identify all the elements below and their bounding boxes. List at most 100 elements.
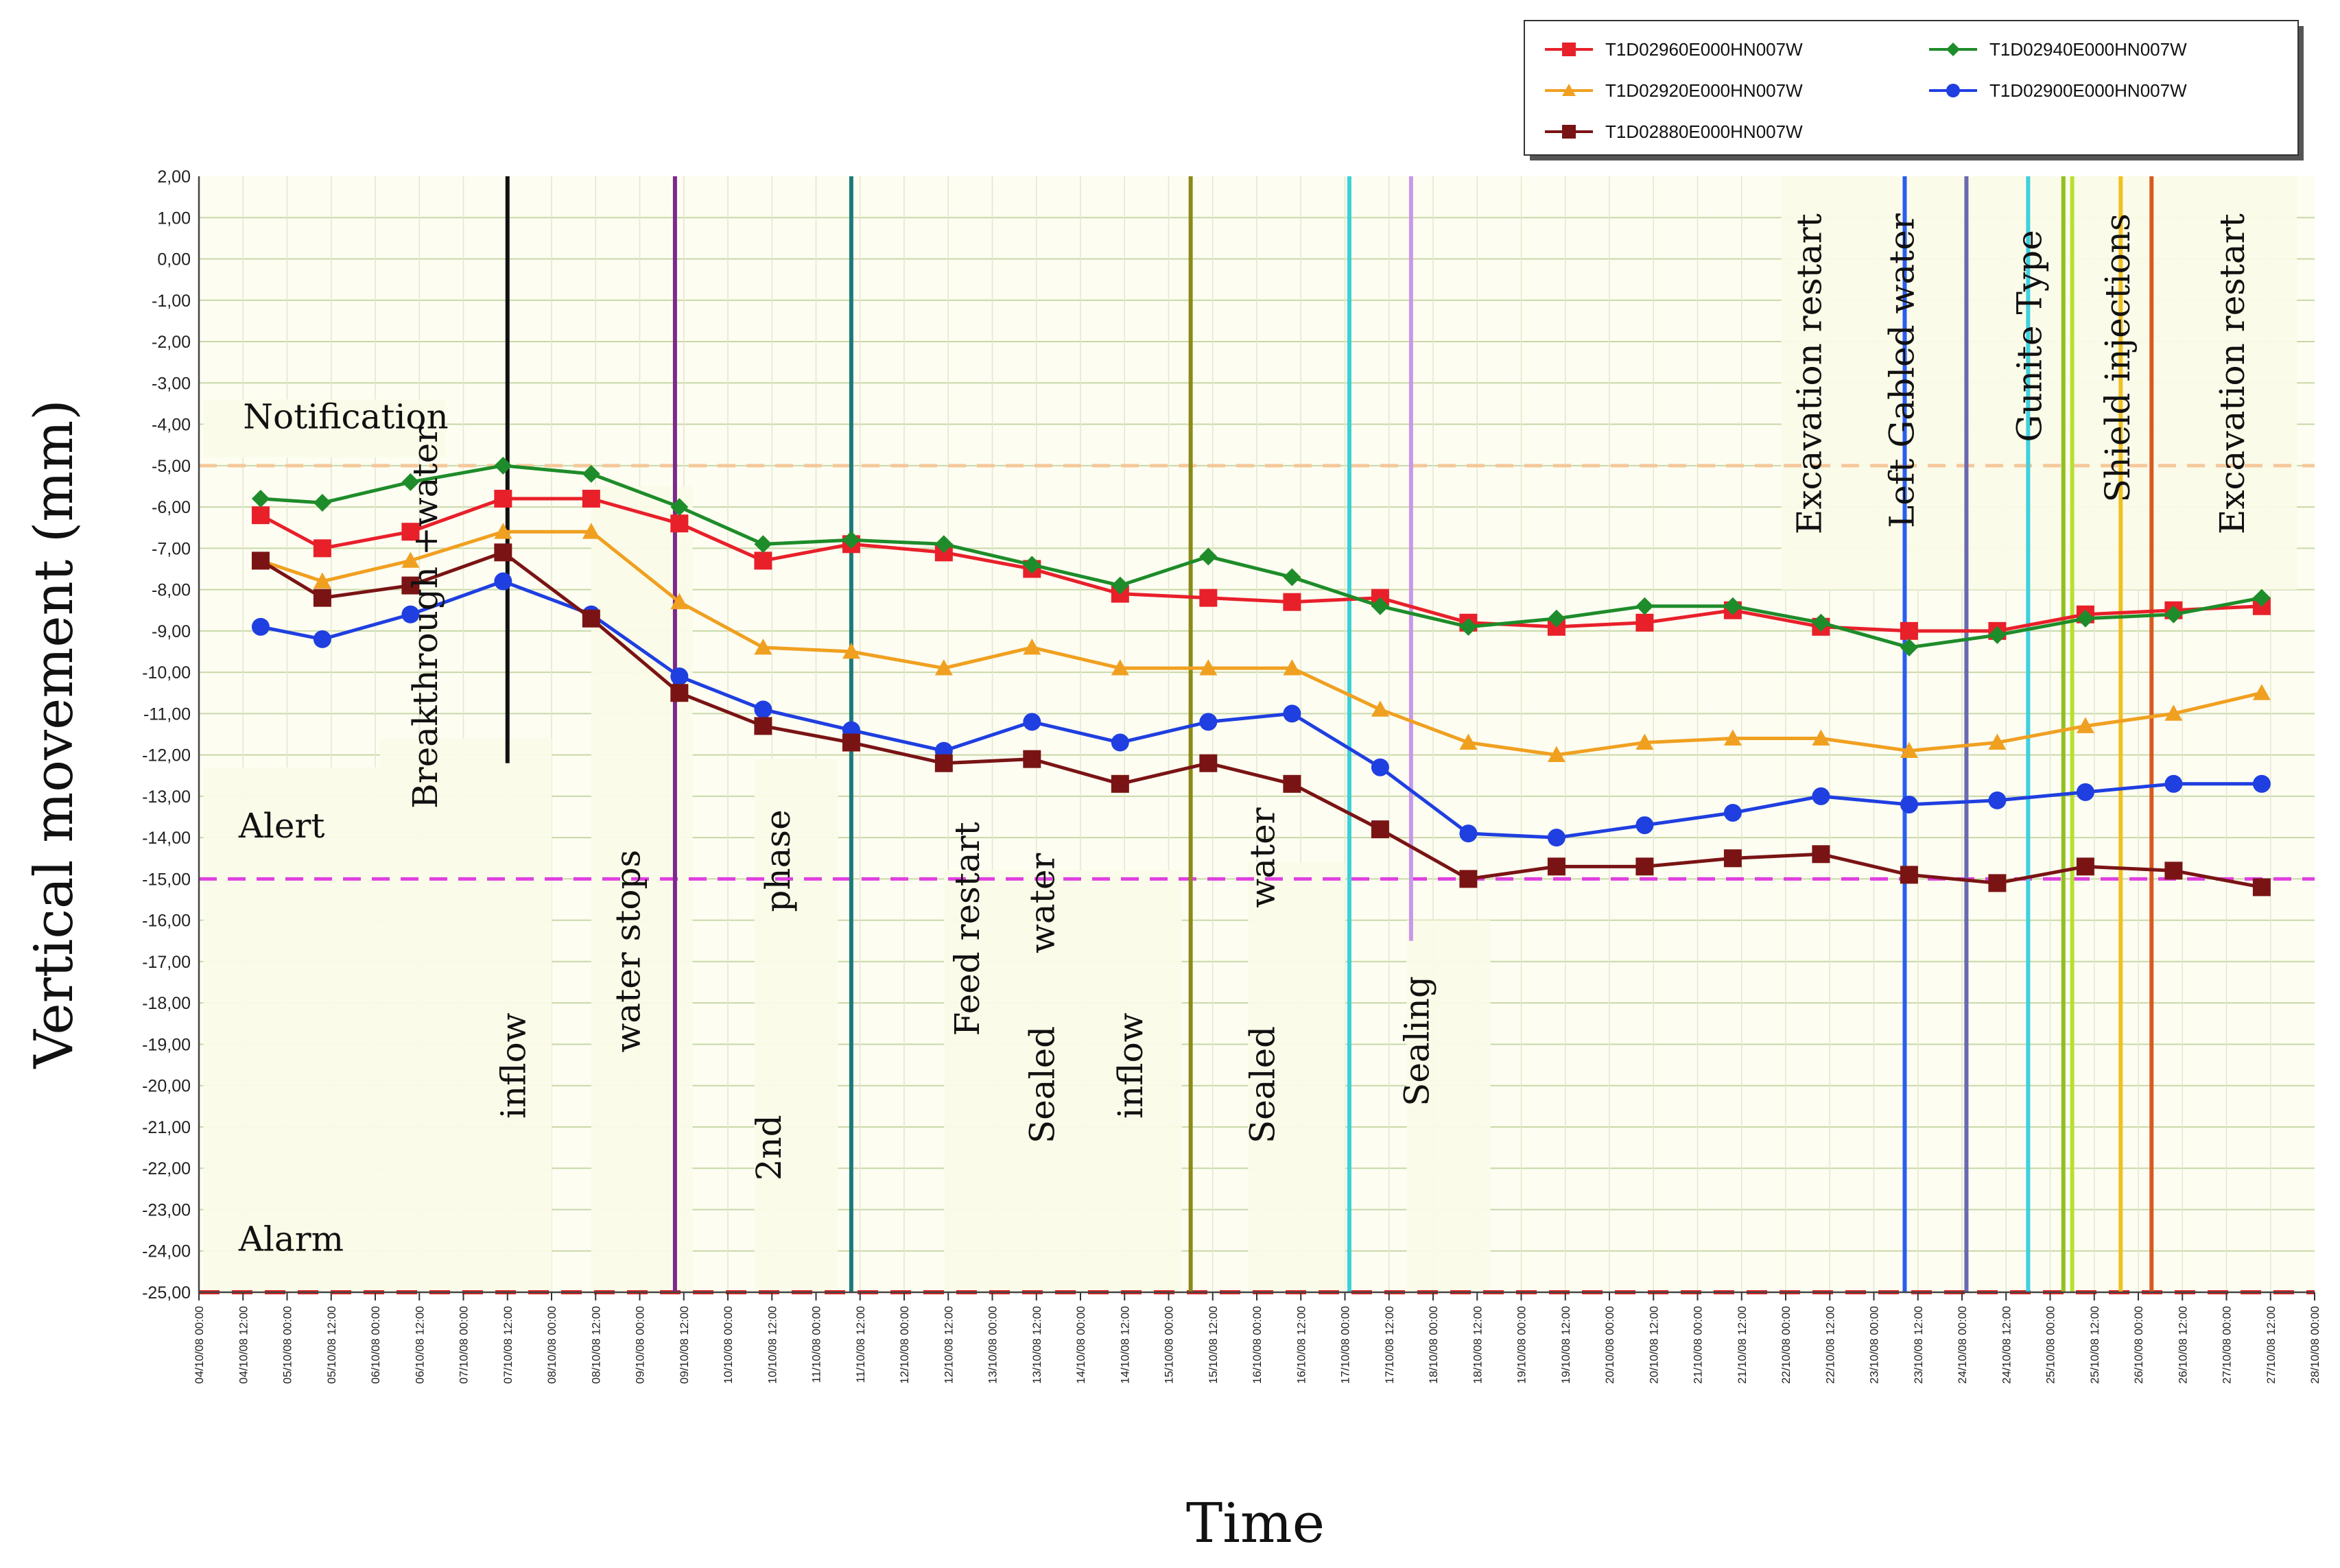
legend-item: T1D02880E000HN007W xyxy=(1545,121,1803,142)
x-tick-label: 09/10/08 12:00 xyxy=(678,1306,691,1383)
x-tick-label: 05/10/08 12:00 xyxy=(325,1306,338,1383)
data-point xyxy=(1199,589,1218,607)
data-point xyxy=(1723,597,1742,615)
annotation-label: Feed restart xyxy=(947,822,987,1036)
data-point xyxy=(1111,774,1129,793)
data-point xyxy=(582,490,600,508)
y-tick-label: -4,00 xyxy=(152,416,191,435)
data-point xyxy=(1988,874,2007,892)
data-point xyxy=(313,572,331,589)
legend-label: T1D02960E000HN007W xyxy=(1605,39,1803,60)
x-tick-label: 14/10/08 12:00 xyxy=(1118,1306,1131,1383)
data-point xyxy=(1635,733,1654,750)
x-axis-title: Time xyxy=(1186,1491,1325,1555)
event-lines xyxy=(505,176,2154,1292)
data-point xyxy=(401,523,420,541)
x-tick-label: 13/10/08 12:00 xyxy=(1030,1306,1043,1383)
y-tick-label: -12,00 xyxy=(142,746,191,765)
data-point xyxy=(1023,713,1041,731)
x-tick-label: 18/10/08 12:00 xyxy=(1471,1306,1484,1383)
x-tick-label: 17/10/08 00:00 xyxy=(1339,1306,1352,1383)
annotations: Notification Alert Alarm Breakthrough +wate… xyxy=(238,213,2252,1259)
annotation-box xyxy=(379,738,552,1292)
y-tick-label: -6,00 xyxy=(152,498,191,517)
y-tick-label: 1,00 xyxy=(157,209,191,228)
annotation-label: Sealing xyxy=(1397,976,1437,1106)
data-point xyxy=(842,733,860,752)
data-point xyxy=(494,490,512,508)
data-point xyxy=(1723,849,1742,868)
x-tick-label: 10/10/08 12:00 xyxy=(766,1306,779,1383)
x-tick-label: 18/10/08 00:00 xyxy=(1427,1306,1440,1383)
x-tick-label: 17/10/08 12:00 xyxy=(1383,1306,1396,1383)
data-point xyxy=(1900,866,1918,884)
data-point xyxy=(1635,613,1654,632)
x-tick-label: 26/10/08 00:00 xyxy=(2132,1306,2145,1383)
x-tick-label: 11/10/08 00:00 xyxy=(810,1306,823,1383)
x-tick-label: 26/10/08 12:00 xyxy=(2176,1306,2189,1383)
x-tick-label: 12/10/08 12:00 xyxy=(942,1306,955,1383)
annotation-label: water stops xyxy=(608,850,648,1053)
data-point xyxy=(754,551,772,570)
data-point xyxy=(1459,870,1478,888)
y-tick-label: -10,00 xyxy=(142,663,191,682)
data-point xyxy=(934,754,953,772)
data-point xyxy=(401,605,420,623)
y-tick-label: -8,00 xyxy=(152,581,191,600)
x-tick-label: 13/10/08 00:00 xyxy=(986,1306,1000,1383)
data-point xyxy=(582,609,600,628)
y-tick-label: -15,00 xyxy=(142,870,191,889)
data-point xyxy=(1459,617,1478,636)
data-point xyxy=(754,700,772,719)
legend: T1D02960E000HN007W T1D02940E000HN007W T1D0… xyxy=(1524,20,2304,161)
data-point xyxy=(1459,824,1478,843)
x-tick-label: 20/10/08 00:00 xyxy=(1603,1306,1616,1383)
annotation-label: Gunite Type xyxy=(2010,230,2050,442)
data-point xyxy=(582,464,600,483)
legend-label: T1D02880E000HN007W xyxy=(1605,121,1803,142)
x-tick-label: 15/10/08 12:00 xyxy=(1207,1306,1220,1383)
y-tick-label: -17,00 xyxy=(142,953,191,972)
annotation-label: Sealed xyxy=(1022,1026,1062,1143)
data-point xyxy=(2076,717,2094,733)
data-point xyxy=(2076,609,2094,628)
data-point xyxy=(313,494,331,512)
data-point xyxy=(494,572,512,591)
data-point xyxy=(1946,43,1960,56)
x-tick-label: 24/10/08 12:00 xyxy=(2000,1306,2013,1383)
data-point xyxy=(934,659,953,676)
y-tick-label: -7,00 xyxy=(152,539,191,558)
data-point xyxy=(251,490,270,508)
data-point xyxy=(1812,613,1830,632)
data-point xyxy=(494,523,512,539)
annotation-label: Alert xyxy=(238,806,325,846)
series-line xyxy=(260,464,2262,650)
legend-item: T1D02900E000HN007W xyxy=(1929,80,2187,101)
x-tick-label: 14/10/08 00:00 xyxy=(1074,1306,1087,1383)
data-point xyxy=(842,531,860,549)
legend-box xyxy=(1524,20,2299,156)
legend-item: T1D02960E000HN007W xyxy=(1545,39,1803,60)
data-point xyxy=(1371,700,1389,717)
data-point xyxy=(494,543,512,562)
y-tick-label: 0,00 xyxy=(157,250,191,270)
data-point xyxy=(1199,659,1218,676)
data-point xyxy=(1635,816,1654,835)
data-point xyxy=(670,593,689,610)
annotation-label: Excavation restart xyxy=(2212,213,2252,534)
legend-label: T1D02900E000HN007W xyxy=(1989,80,2187,101)
y-tick-label: -18,00 xyxy=(142,994,191,1013)
x-tick-label: 22/10/08 12:00 xyxy=(1823,1306,1836,1383)
data-point xyxy=(842,642,860,659)
data-point xyxy=(2252,774,2271,793)
data-point xyxy=(1946,84,1960,97)
x-tick-label: 09/10/08 00:00 xyxy=(634,1306,647,1383)
data-point xyxy=(1111,576,1129,595)
data-point xyxy=(401,473,420,491)
data-point xyxy=(2164,774,2183,793)
data-point xyxy=(1988,626,2007,644)
data-point xyxy=(1371,597,1389,615)
x-tick-label: 05/10/08 00:00 xyxy=(281,1306,294,1383)
data-point xyxy=(1900,621,1918,640)
data-point xyxy=(1199,754,1218,772)
